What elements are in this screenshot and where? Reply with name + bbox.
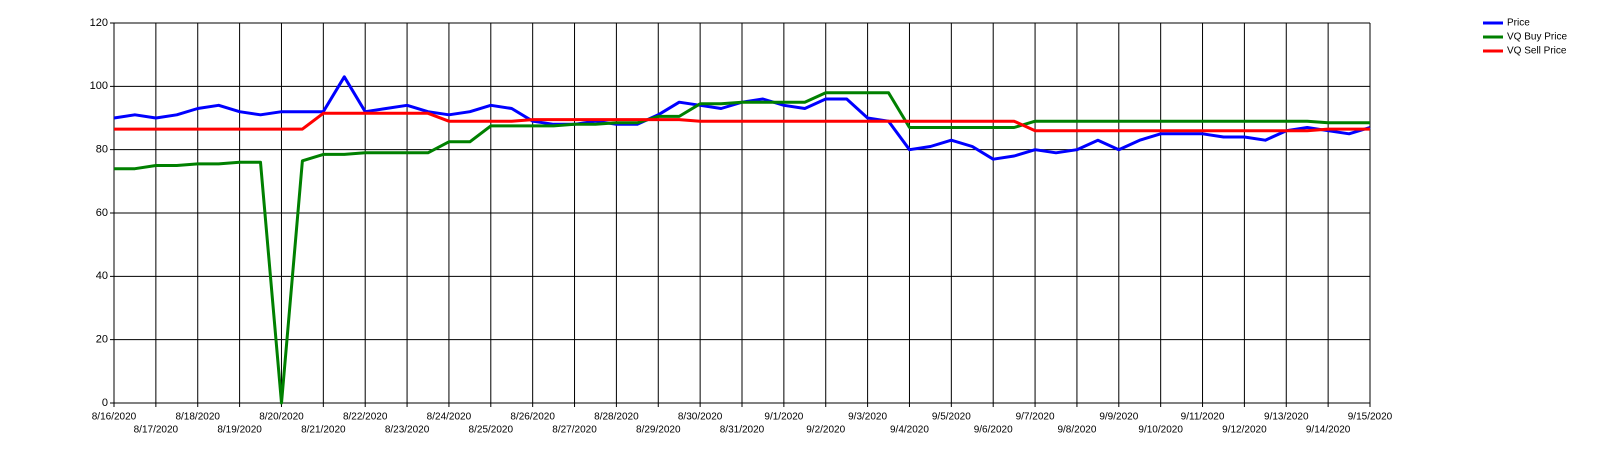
x-tick-label: 9/3/2020: [848, 412, 887, 423]
x-tick-label: 8/26/2020: [510, 412, 555, 423]
x-tick-label: 8/16/2020: [92, 412, 137, 423]
x-tick-label: 8/27/2020: [552, 425, 597, 436]
x-tick-label: 8/17/2020: [134, 425, 179, 436]
legend-label: Price: [1507, 18, 1530, 29]
x-tick-label: 9/7/2020: [1016, 412, 1055, 423]
y-tick-label: 20: [96, 334, 108, 346]
y-tick-label: 100: [90, 80, 108, 92]
series-line: [114, 111, 1370, 133]
x-tick-label: 8/24/2020: [427, 412, 472, 423]
x-tick-label: 9/13/2020: [1264, 412, 1309, 423]
x-tick-label: 9/15/2020: [1348, 412, 1393, 423]
y-tick-label: 0: [102, 397, 108, 409]
x-tick-label: 8/28/2020: [594, 412, 639, 423]
x-tick-label: 8/20/2020: [259, 412, 304, 423]
x-tick-label: 9/6/2020: [974, 425, 1013, 436]
x-tick-label: 9/11/2020: [1181, 412, 1225, 423]
x-tick-label: 9/10/2020: [1138, 425, 1183, 436]
x-tick-label: 8/29/2020: [636, 425, 681, 436]
x-tick-label: 9/9/2020: [1099, 412, 1138, 423]
x-tick-label: 8/31/2020: [720, 425, 765, 436]
x-tick-label: 8/22/2020: [343, 412, 388, 423]
x-tick-label: 8/21/2020: [301, 425, 346, 436]
legend-label: VQ Sell Price: [1507, 46, 1567, 57]
x-tick-label: 9/14/2020: [1306, 425, 1351, 436]
x-tick-label: 9/8/2020: [1057, 425, 1096, 436]
x-tick-label: 9/2/2020: [806, 425, 845, 436]
x-tick-label: 8/19/2020: [217, 425, 262, 436]
series-line: [114, 91, 1370, 405]
x-tick-label: 9/4/2020: [890, 425, 929, 436]
x-tick-label: 8/25/2020: [469, 425, 514, 436]
x-tick-label: 8/30/2020: [678, 412, 723, 423]
y-tick-label: 60: [96, 207, 108, 219]
y-tick-label: 120: [90, 17, 108, 29]
x-tick-label: 9/1/2020: [764, 412, 803, 423]
legend-label: VQ Buy Price: [1507, 32, 1567, 43]
x-tick-label: 8/18/2020: [175, 412, 220, 423]
x-tick-label: 8/23/2020: [385, 425, 430, 436]
x-tick-label: 9/5/2020: [932, 412, 971, 423]
x-tick-label: 9/12/2020: [1222, 425, 1267, 436]
y-tick-label: 40: [96, 270, 108, 282]
y-tick-label: 80: [96, 144, 108, 156]
